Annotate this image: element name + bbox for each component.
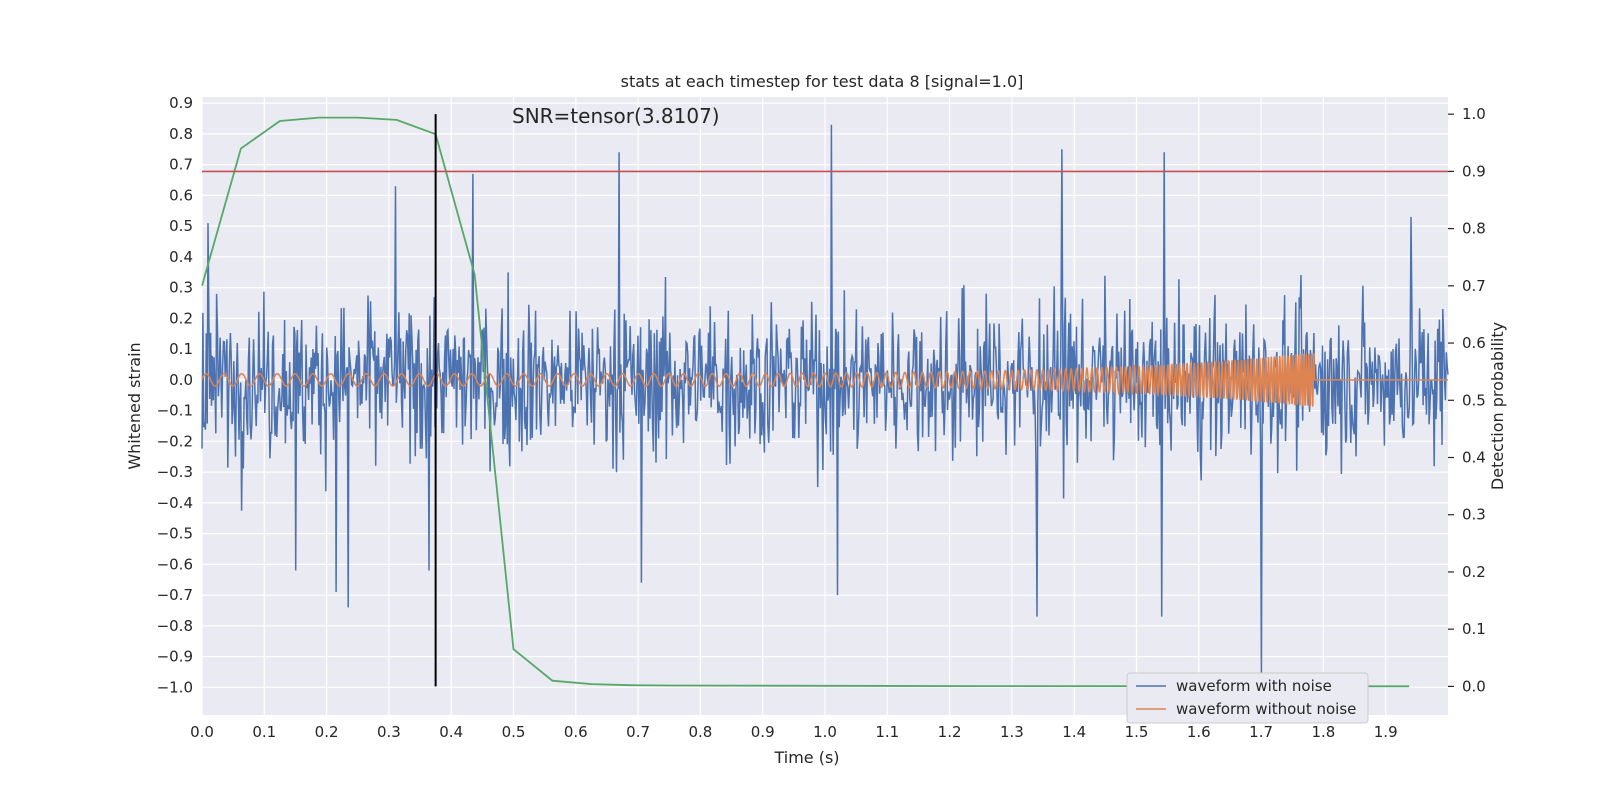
- detection-probability-series: [201, 116, 1410, 688]
- y2-tick-label: 0.1: [1462, 620, 1486, 638]
- y-tick-label: 0.0: [169, 371, 193, 389]
- y-tick-label: −0.6: [157, 555, 193, 573]
- y2-tick-label: 0.7: [1462, 277, 1486, 295]
- legend-label-noisy: waveform with noise: [1176, 677, 1332, 695]
- x-tick-label: 0.0: [190, 723, 214, 741]
- y-tick-label: −0.7: [157, 586, 193, 604]
- x-tick-label: 1.7: [1249, 723, 1273, 741]
- x-tick-label: 1.9: [1374, 723, 1398, 741]
- x-tick-label: 1.8: [1311, 723, 1335, 741]
- y-tick-label: −0.4: [157, 494, 193, 512]
- y-tick-label: −0.1: [157, 402, 193, 420]
- y2-tick-label: 1.0: [1462, 105, 1486, 123]
- x-axis-label: Time (s): [773, 748, 839, 767]
- x-tick-label: 1.5: [1125, 723, 1149, 741]
- y-tick-label: 0.7: [169, 156, 193, 174]
- y2-tick-label: 0.2: [1462, 563, 1486, 581]
- y2-tick-label: 0.4: [1462, 449, 1486, 467]
- y-tick-label: 0.9: [169, 94, 193, 112]
- x-tick-label: 0.3: [377, 723, 401, 741]
- x-tick-label: 0.5: [502, 723, 526, 741]
- legend-box: [1126, 672, 1369, 724]
- y-tick-label: 0.3: [169, 279, 193, 297]
- x-tick-label: 1.0: [813, 723, 837, 741]
- x-tick-label: 0.8: [688, 723, 712, 741]
- y2-axis-label: Detection probability: [1488, 322, 1507, 490]
- y-tick-label: −0.9: [157, 648, 193, 666]
- x-tick-label: 0.9: [751, 723, 775, 741]
- detection-probability-line: [201, 116, 1410, 688]
- snr-annotation: SNR=tensor(3.8107): [512, 104, 720, 128]
- y2-tick-label: 0.9: [1462, 162, 1486, 180]
- legend: waveform with noise waveform without noi…: [1126, 672, 1369, 724]
- y-tick-label: −0.3: [157, 463, 193, 481]
- x-tick-label: 0.7: [626, 723, 650, 741]
- y-tick-label: −0.8: [157, 617, 193, 635]
- y-tick-label: 0.4: [169, 248, 193, 266]
- y-tick-label: 0.5: [169, 217, 193, 235]
- y-tick-label: −0.2: [157, 432, 193, 450]
- waveform-without-noise-series: [201, 352, 1448, 407]
- y-tick-label: 0.1: [169, 340, 193, 358]
- chart-title: stats at each timestep for test data 8 […: [621, 72, 1024, 91]
- y-tick-label: 0.8: [169, 125, 193, 143]
- x-tick-label: 0.4: [439, 723, 463, 741]
- reference-lines: [202, 114, 1448, 687]
- x-tick-label: 0.1: [252, 723, 276, 741]
- y2-tick-label: 0.0: [1462, 677, 1486, 695]
- y2-tick-label: 0.5: [1462, 391, 1486, 409]
- x-tick-label: 1.1: [875, 723, 899, 741]
- x-tick-label: 1.2: [938, 723, 962, 741]
- x-tick-label: 1.6: [1187, 723, 1211, 741]
- x-tick-label: 0.6: [564, 723, 588, 741]
- x-tick-label: 1.4: [1062, 723, 1086, 741]
- y-tick-label: −0.5: [157, 525, 193, 543]
- y2-tick-label: 0.3: [1462, 506, 1486, 524]
- y-tick-label: 0.2: [169, 309, 193, 327]
- y2-tick-label: 0.6: [1462, 334, 1486, 352]
- y-axis-label: Whitened strain: [125, 342, 144, 469]
- y-tick-label: 0.6: [169, 186, 193, 204]
- x-tick-label: 0.2: [315, 723, 339, 741]
- x-tick-label: 1.3: [1000, 723, 1024, 741]
- legend-label-clean: waveform without noise: [1176, 700, 1356, 718]
- axes: 0.0 0.1 0.2 0.3 0.4 0.5 0.6 0.7 0.8 0.9 1.0 1.1 1.2 1…: [157, 94, 1486, 741]
- y-tick-label: −1.0: [157, 678, 193, 696]
- waveform-without-noise-line: [201, 352, 1448, 407]
- y2-tick-label: 0.8: [1462, 220, 1486, 238]
